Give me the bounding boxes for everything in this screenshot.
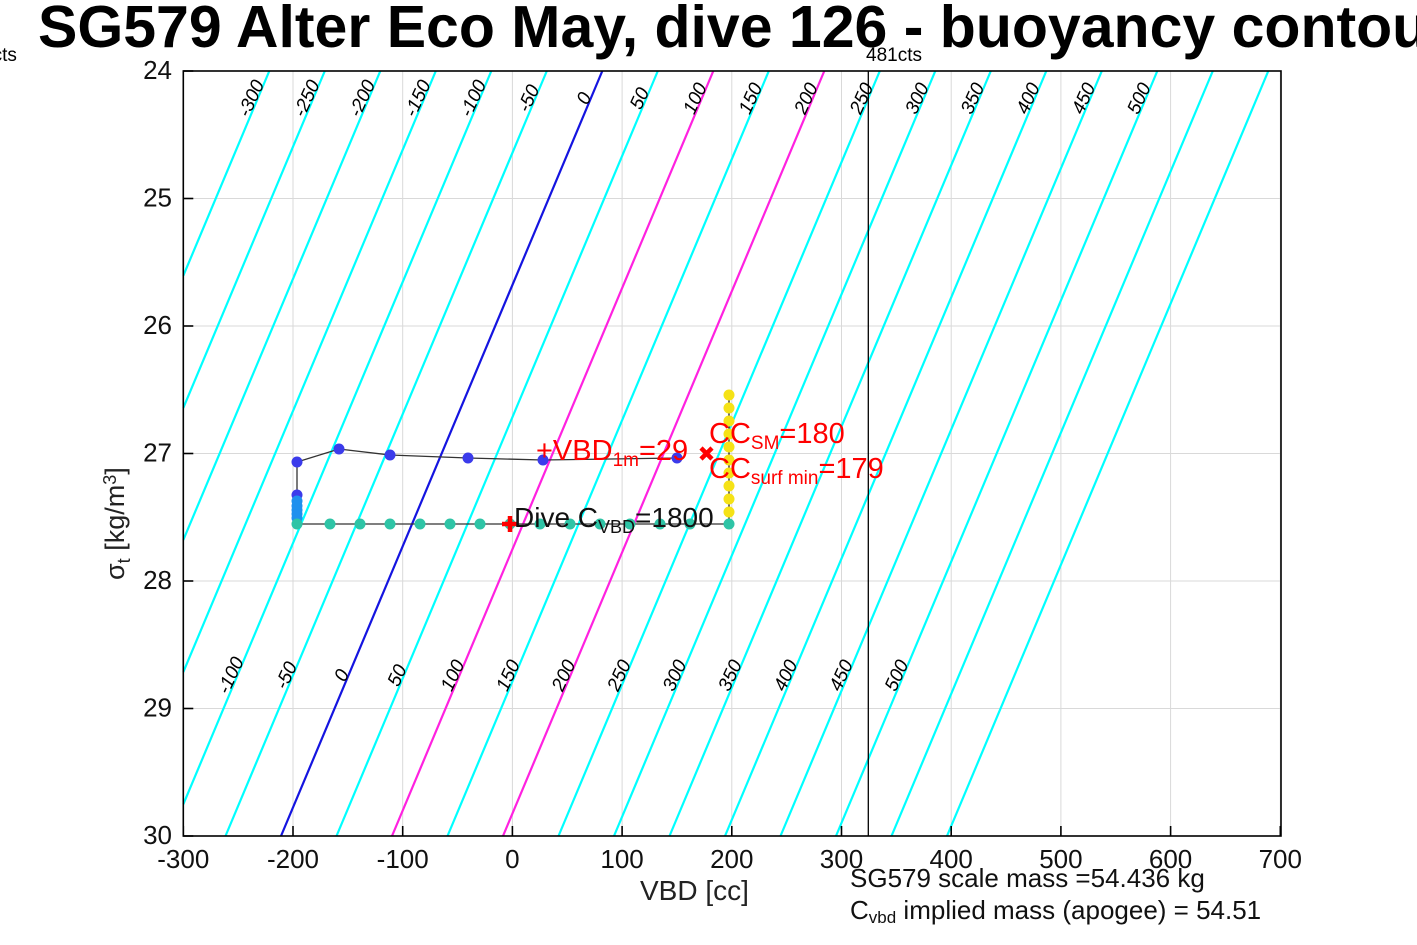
svg-text:100: 100: [600, 844, 643, 874]
svg-text:200: 200: [710, 844, 753, 874]
svg-text:-100: -100: [377, 844, 429, 874]
svg-text:400: 400: [930, 844, 973, 874]
svg-text:26: 26: [143, 310, 172, 340]
svg-text:700: 700: [1259, 844, 1302, 874]
svg-text:500: 500: [1039, 844, 1082, 874]
svg-text:27: 27: [143, 438, 172, 468]
svg-text:0: 0: [505, 844, 519, 874]
svg-text:25: 25: [143, 183, 172, 213]
svg-text:600: 600: [1149, 844, 1192, 874]
svg-text:300: 300: [820, 844, 863, 874]
svg-text:30: 30: [143, 820, 172, 850]
svg-text:24: 24: [143, 55, 172, 85]
svg-text:29: 29: [143, 693, 172, 723]
svg-text:-200: -200: [267, 844, 319, 874]
svg-text:28: 28: [143, 565, 172, 595]
